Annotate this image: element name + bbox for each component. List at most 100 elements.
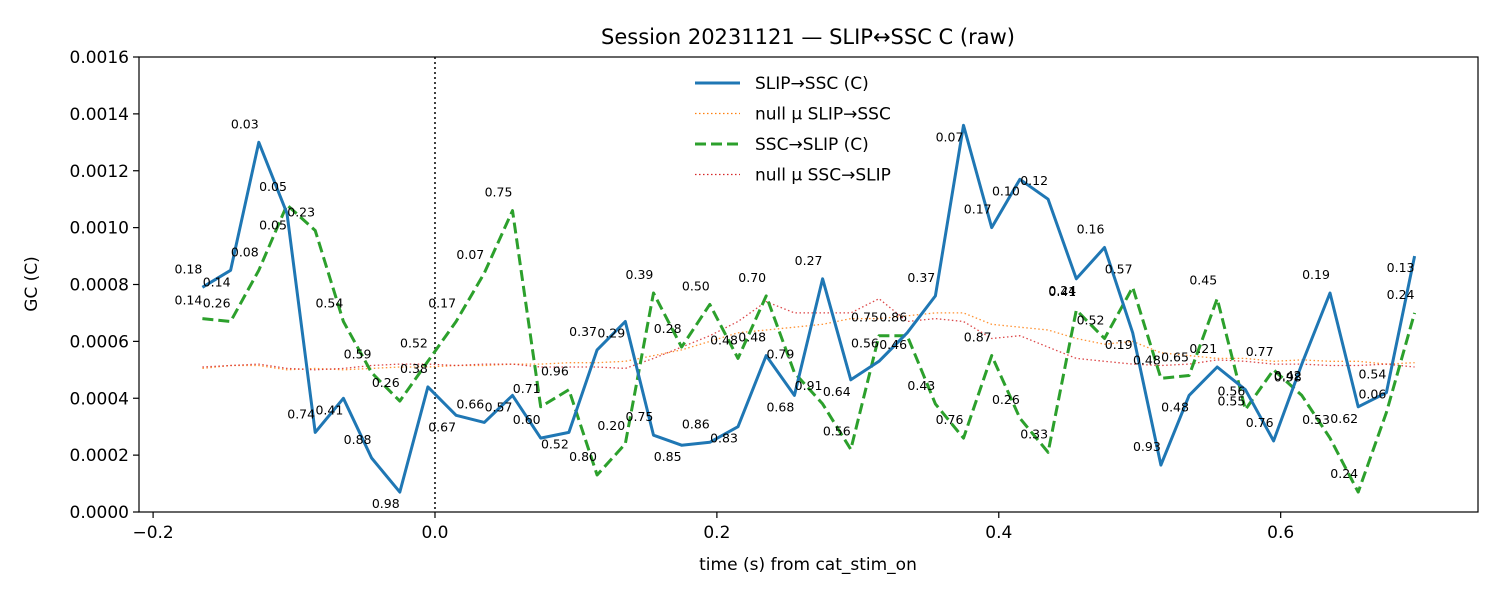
series-line-3 [202,298,1415,371]
p-value-label: 0.48 [1133,352,1161,367]
p-value-label: 0.48 [710,332,738,347]
p-value-label: 0.54 [315,295,343,310]
y-axis-title: GC (C) [22,256,42,312]
p-value-label: 0.50 [682,278,710,293]
x-tick-label: 0.2 [703,523,730,543]
p-value-label: 0.52 [541,436,569,451]
p-value-label: 0.33 [1020,426,1048,441]
x-tick-label: 0.6 [1267,523,1294,543]
p-value-label: 0.74 [287,406,315,421]
p-value-label: 0.26 [992,392,1020,407]
p-value-label: 0.46 [879,337,907,352]
x-tick-label: 0.0 [421,523,448,543]
legend-label: null μ SSC→SLIP [755,166,891,186]
p-value-label: 0.20 [597,418,625,433]
p-value-label: 0.53 [1302,412,1330,427]
p-value-label: 0.96 [541,364,569,379]
p-value-label: 0.80 [569,449,597,464]
legend: SLIP→SSC (C) null μ SLIP→SSC SSC→SLIP (C) n… [695,74,891,186]
p-value-label: 0.70 [738,270,766,285]
p-value-label: 0.41 [1048,284,1076,299]
p-value-label: 0.75 [851,310,879,325]
p-value-label: 0.27 [795,253,823,268]
chart-title: Session 20231121 — SLIP↔SSC C (raw) [601,25,1015,49]
p-value-label: 0.17 [428,295,456,310]
p-value-label: 0.07 [936,129,964,144]
p-value-label: 0.43 [907,378,935,393]
y-axis: 0.0000 0.0002 0.0004 0.0006 0.0008 0.0010 0.00… [70,48,139,523]
p-value-label: 0.85 [654,449,682,464]
p-value-label: 0.24 [1330,466,1358,481]
x-tick-label: 0.4 [985,523,1012,543]
y-tick-label: 0.0006 [70,332,129,352]
legend-label: SSC→SLIP (C) [755,135,869,155]
p-value-label: 0.08 [231,244,259,259]
y-tick-label: 0.0014 [70,105,129,125]
p-value-label: 0.56 [851,335,879,350]
y-tick-label: 0.0004 [70,389,129,409]
p-value-label: 0.64 [823,384,851,399]
p-value-label: 0.77 [1246,344,1274,359]
legend-label: null μ SLIP→SSC [755,105,891,125]
p-value-label: 0.26 [203,295,231,310]
p-value-label: 0.75 [626,409,654,424]
p-value-label: 0.79 [766,347,794,362]
p-value-label: 0.14 [175,293,203,308]
p-value-label: 0.37 [907,270,935,285]
y-tick-label: 0.0012 [70,162,129,182]
p-value-label: 0.87 [964,330,992,345]
p-value-label: 0.19 [1302,267,1330,282]
p-value-label: 0.76 [1246,415,1274,430]
p-value-label: 0.17 [964,202,992,217]
p-value-label: 0.86 [879,310,907,325]
plot-frame [138,56,1479,513]
x-axis-title: time (s) from cat_stim_on [699,555,917,575]
p-value-label: 0.26 [372,375,400,390]
p-value-label: 0.65 [1161,350,1189,365]
p-value-label: 0.60 [513,412,541,427]
p-value-label: 0.86 [682,416,710,431]
legend-label: SLIP→SSC (C) [755,74,869,94]
p-value-label: 0.07 [456,247,484,262]
p-value-label: 0.98 [372,496,400,511]
p-value-label: 0.59 [344,347,372,362]
p-value-label: 0.18 [175,261,203,276]
series-layer [201,123,1417,494]
p-value-label: 0.41 [315,402,343,417]
p-value-label: 0.29 [597,325,625,340]
p-value-label: 0.57 [485,399,513,414]
p-value-label: 0.39 [626,267,654,282]
p-value-label: 0.67 [428,419,456,434]
p-value-label: 0.05 [259,179,287,194]
p-value-label: 0.28 [654,321,682,336]
p-value-label: 0.23 [287,204,315,219]
p-value-label: 0.10 [992,183,1020,198]
p-value-label: 0.24 [1387,287,1415,302]
y-tick-label: 0.0008 [70,276,129,296]
p-value-label: 0.45 [1189,273,1217,288]
series-line-0 [201,123,1417,494]
p-value-label: 0.83 [710,431,738,446]
series-line-2 [202,203,1417,494]
p-value-label: 0.52 [1077,313,1105,328]
p-value-label: 0.55 [1218,394,1246,409]
p-value-label: 0.76 [936,412,964,427]
p-value-label: 0.71 [513,381,541,396]
p-value-label: 0.21 [1189,341,1217,356]
p-value-label: 0.56 [1218,384,1246,399]
p-value-label: 0.57 [1105,261,1133,276]
p-value-label: 0.62 [1330,411,1358,426]
p-value-label: 0.37 [569,324,597,339]
p-value-label: 0.98 [1274,369,1302,384]
p-value-label: 0.75 [485,185,513,200]
pvalue-labels: 0.180.140.030.050.74 0.410.880.980.380.67… [175,116,1415,511]
p-value-label: 0.13 [1387,260,1415,275]
y-tick-label: 0.0010 [70,219,129,239]
p-value-label: 0.03 [231,116,259,131]
p-value-label: 0.42 [1274,368,1302,383]
p-value-label: 0.12 [1020,173,1048,188]
p-value-label: 0.16 [1077,222,1105,237]
p-value-label: 0.14 [203,274,231,289]
p-value-label: 0.52 [400,335,428,350]
